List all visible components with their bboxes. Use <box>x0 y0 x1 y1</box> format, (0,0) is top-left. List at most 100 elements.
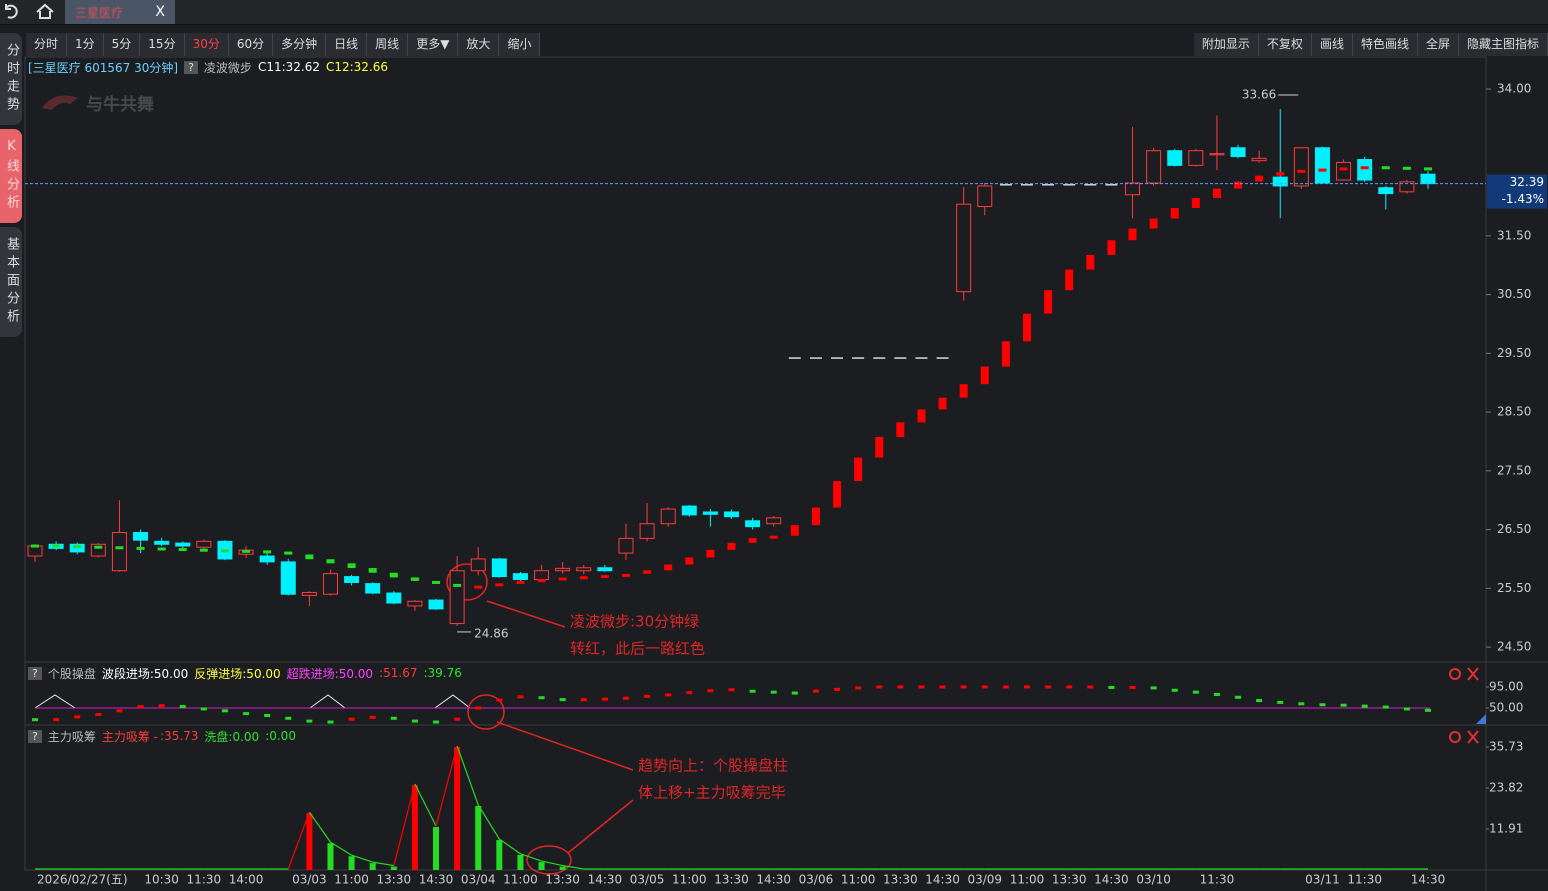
trend-mark <box>833 481 842 508</box>
period-button[interactable]: 15分 <box>140 33 185 56</box>
trend-mark <box>157 547 166 551</box>
y-tick-label: 23.82 <box>1489 780 1523 794</box>
operation-mark <box>1171 688 1178 692</box>
annotation: 凌波微步:30分钟绿 <box>570 613 699 631</box>
accumulation-line <box>372 861 394 867</box>
operation-mark <box>580 698 587 702</box>
trend-mark <box>896 422 905 438</box>
side-tab[interactable]: 基本面分析 <box>0 227 22 337</box>
x-tick-label: 03/10 <box>1136 873 1171 887</box>
signal-triangle <box>309 694 346 709</box>
main-header: [三星医疗 601567 30分钟] ? 凌波微步 C11:32.62 C12:… <box>28 59 388 75</box>
tab-close[interactable]: X <box>155 4 165 20</box>
trend-mark <box>516 580 525 584</box>
tool-button[interactable]: 画线 <box>1312 33 1353 56</box>
trend-mark <box>621 573 630 577</box>
operation-mark <box>644 694 651 698</box>
home-icon[interactable] <box>36 3 54 19</box>
period-button[interactable]: 日线 <box>326 33 368 56</box>
y-tick-label: 29.50 <box>1497 346 1531 360</box>
operation-mark <box>200 707 207 711</box>
tool-button[interactable]: 隐藏主图指标 <box>1459 33 1548 56</box>
trend-mark <box>347 563 356 569</box>
operation-mark <box>475 706 482 710</box>
period-button[interactable]: 分时 <box>26 33 68 56</box>
x-tick-label: 10:30 <box>144 873 179 887</box>
x-tick-label: 11:30 <box>187 873 222 887</box>
operation-mark <box>1340 703 1347 707</box>
candle-body <box>449 570 465 625</box>
period-button[interactable]: 缩小 <box>499 33 541 56</box>
operation-mark <box>116 709 123 713</box>
side-tab[interactable]: K线分析 <box>0 129 22 223</box>
x-tick-label: 11:00 <box>334 873 369 887</box>
operation-mark <box>1319 703 1326 707</box>
period-button[interactable]: 30分 <box>185 33 229 56</box>
trend-mark <box>326 559 335 564</box>
period-button[interactable]: 5分 <box>104 33 141 56</box>
trend-mark <box>242 549 251 553</box>
settings-icon[interactable] <box>1449 731 1461 743</box>
x-tick-label: 03/09 <box>967 873 1002 887</box>
period-button[interactable]: 周线 <box>367 33 409 56</box>
accumulation-bar <box>496 840 503 870</box>
operation-mark <box>179 705 186 709</box>
trend-mark <box>199 548 208 552</box>
operation-mark <box>770 690 777 694</box>
operation-mark <box>137 705 144 709</box>
x-tick-label: 2026/02/27(五) <box>37 873 128 887</box>
tool-button[interactable]: 不复权 <box>1259 33 1312 56</box>
operation-mark <box>707 689 714 693</box>
operation-mark <box>74 715 81 719</box>
x-tick-label: 14:00 <box>229 873 264 887</box>
x-tick-label: 13:30 <box>714 873 749 887</box>
y-tick-label: 31.50 <box>1497 228 1531 242</box>
period-button[interactable]: 60分 <box>229 33 274 56</box>
operation-mark <box>348 717 355 721</box>
accumulation-line <box>435 745 458 827</box>
tool-button[interactable]: 附加显示 <box>1194 33 1259 56</box>
side-tabs: 分时走势 K线分析基本面分析 <box>0 33 24 341</box>
candle-body <box>90 543 106 557</box>
trend-mark <box>389 572 398 578</box>
last-price: 32.39 <box>1510 175 1544 189</box>
operation-mark <box>622 696 629 700</box>
nav-icons <box>5 3 54 19</box>
trend-mark <box>1212 188 1221 198</box>
period-button[interactable]: 更多▼ <box>408 33 459 56</box>
close-icon[interactable] <box>1467 667 1479 681</box>
callout-line <box>486 600 566 628</box>
tab-title: 三星医疗 <box>75 5 124 20</box>
operation-mark <box>264 713 271 717</box>
low-label: 24.86 <box>474 626 508 640</box>
logo-icon <box>42 95 78 110</box>
x-tick-label: 14:30 <box>419 873 454 887</box>
operation-mark <box>897 685 904 689</box>
period-button[interactable]: 放大 <box>458 33 500 56</box>
x-tick-label: 11:30 <box>1347 873 1382 887</box>
indicator-value: 主力吸筹 - <box>101 729 159 744</box>
period-button[interactable]: 多分钟 <box>273 33 327 56</box>
settings-icon[interactable] <box>1449 668 1461 680</box>
side-tab[interactable]: 分时走势 <box>0 33 22 125</box>
back-icon[interactable] <box>5 4 18 19</box>
stock-tab[interactable]: 三星医疗 X <box>65 0 175 24</box>
tool-button[interactable]: 特色画线 <box>1353 33 1418 56</box>
indicator-value: 超跌进场:50.00 <box>286 666 374 681</box>
candle-body <box>534 570 550 581</box>
candle-body <box>344 576 360 583</box>
indicator-value: 反弹进场:50.00 <box>194 666 281 681</box>
indicator-value: 波段进场:50.00 <box>101 666 189 681</box>
period-button[interactable]: 1分 <box>67 33 104 56</box>
help[interactable]: ? <box>28 729 42 743</box>
operation-mark <box>855 686 862 690</box>
candle-body <box>1146 150 1162 184</box>
tool-button[interactable]: 全屏 <box>1418 33 1459 56</box>
close-icon[interactable] <box>1467 730 1479 744</box>
help[interactable]: ? <box>28 666 42 680</box>
operation-mark <box>306 719 313 723</box>
y-tick-label: 28.50 <box>1497 405 1531 419</box>
trend-mark <box>1128 228 1137 241</box>
trend-mark <box>1318 168 1327 172</box>
help[interactable]: ? <box>184 60 198 74</box>
